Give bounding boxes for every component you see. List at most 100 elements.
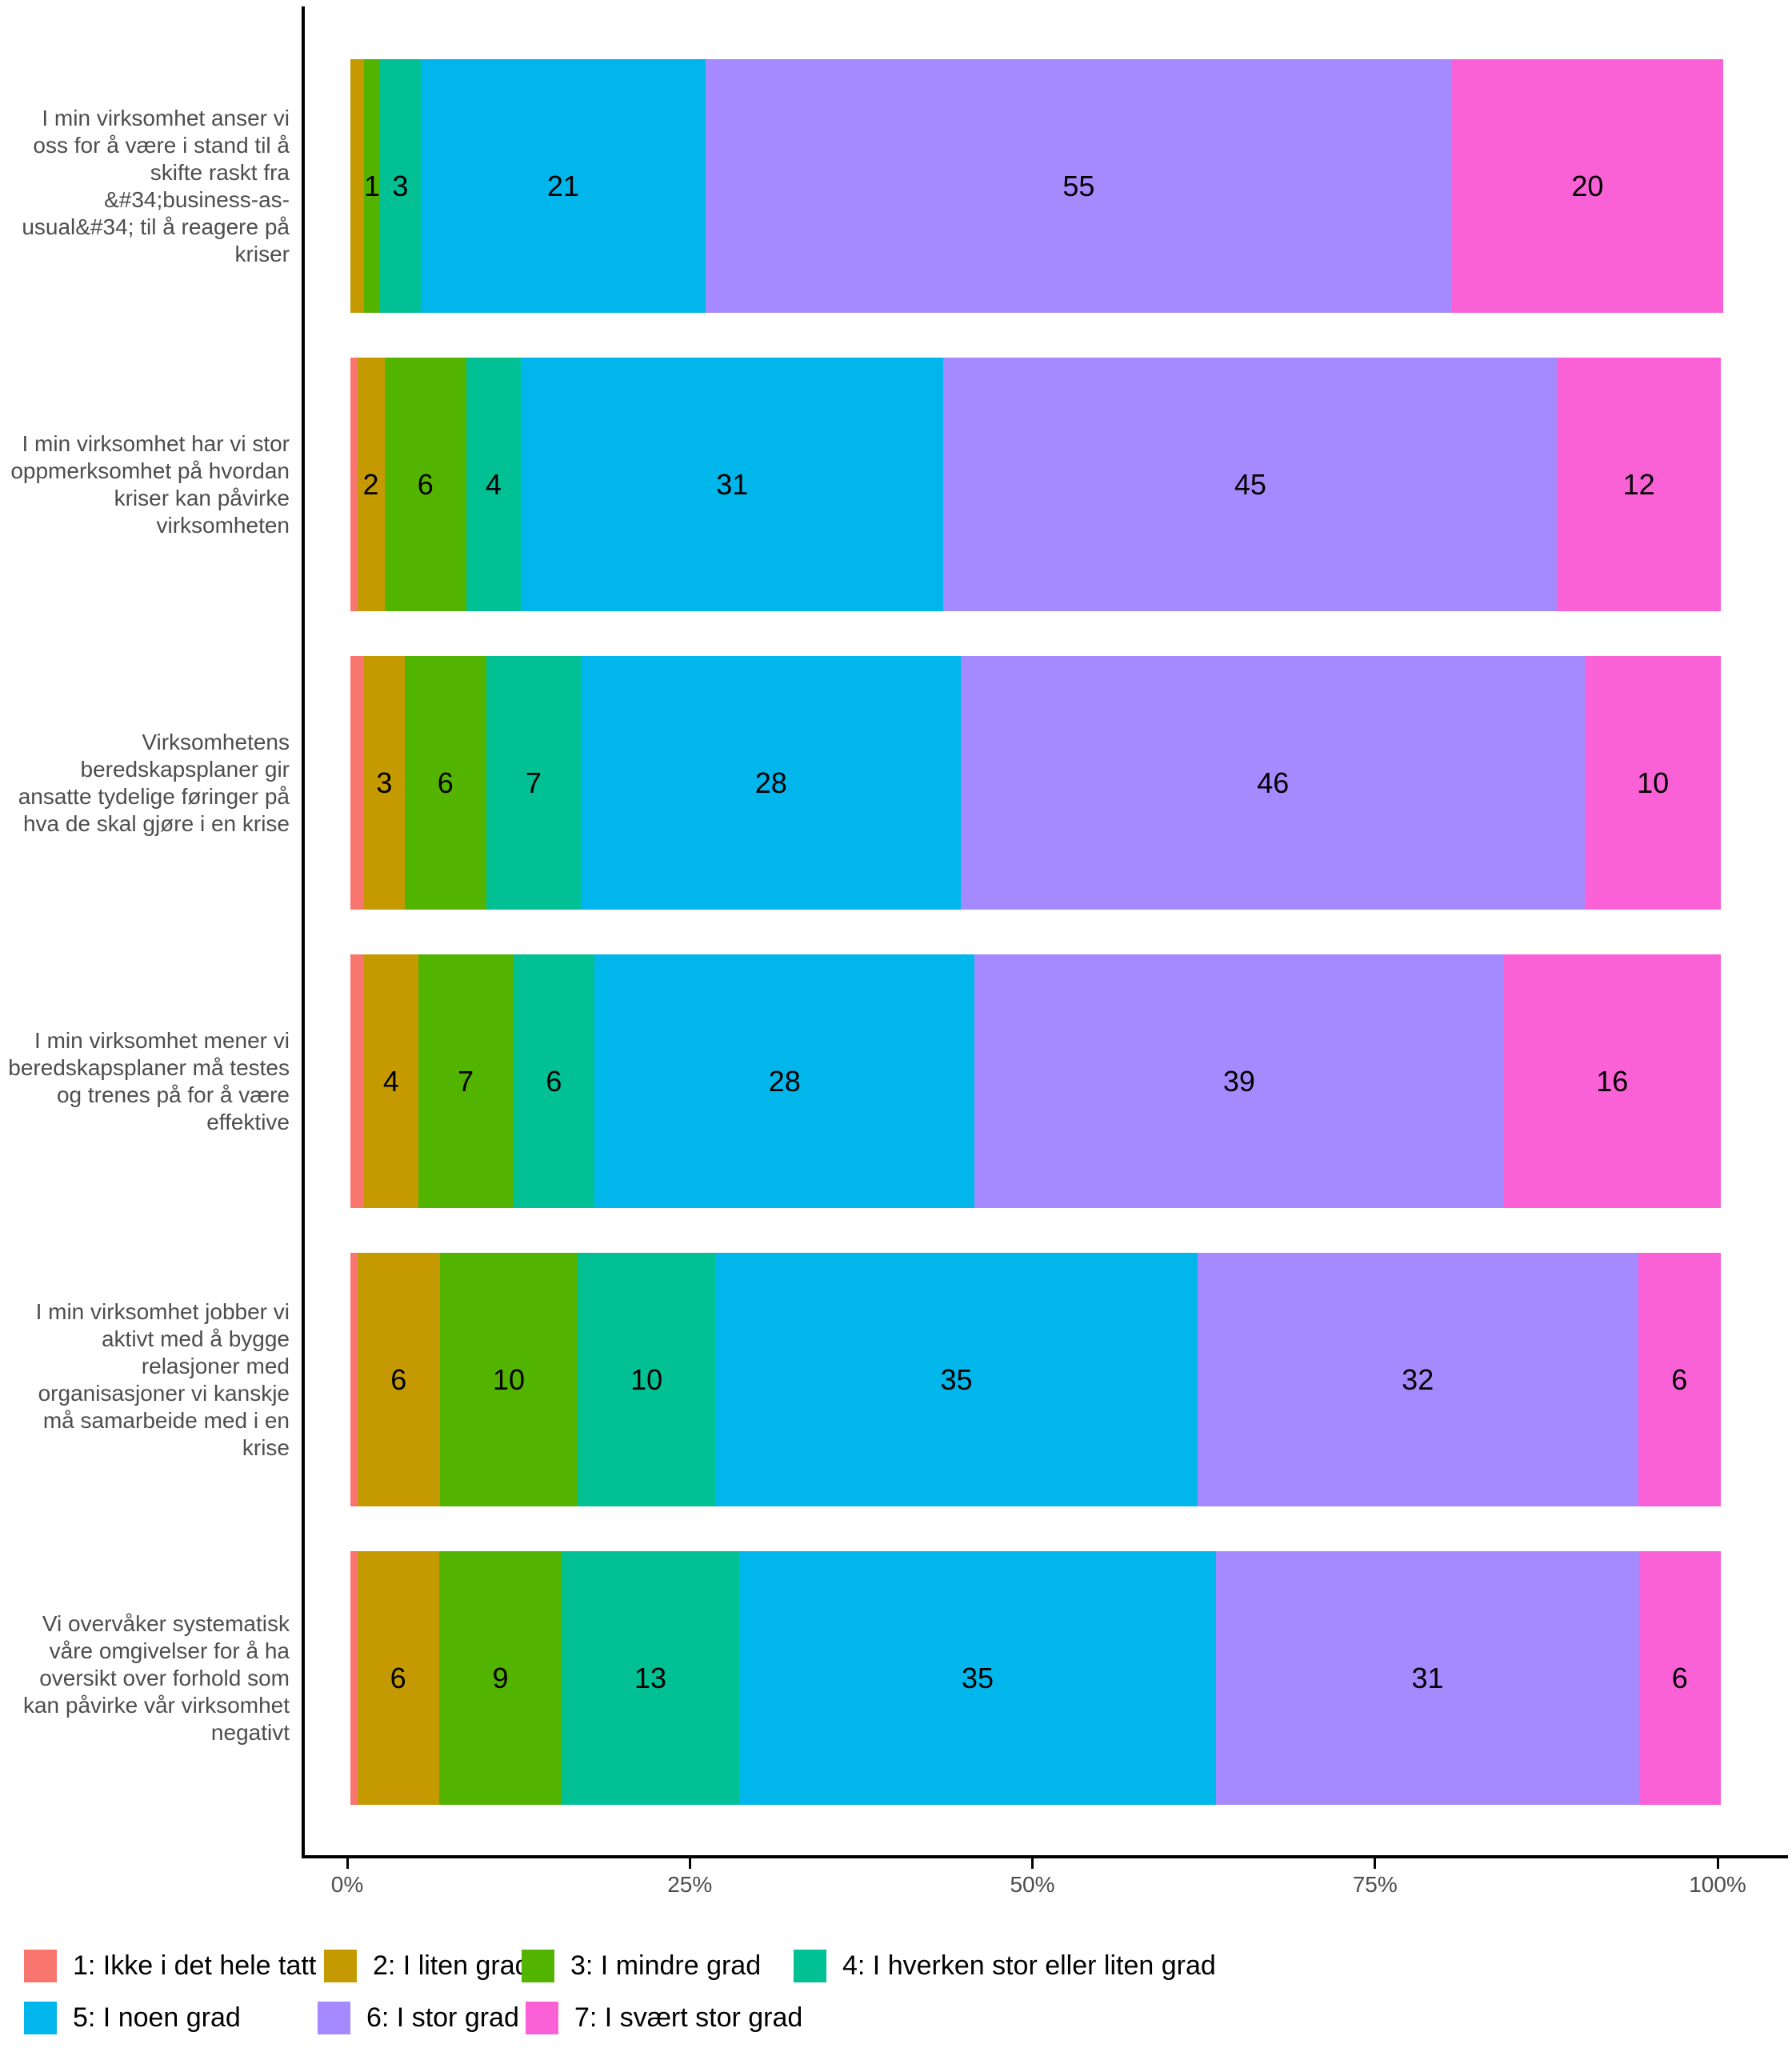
bar-segment: 28 [581, 656, 962, 910]
legend-item: 6: I stor grad [318, 2002, 519, 2034]
y-axis-category-label: Virksomhetens beredskapsplaner gir ansat… [8, 656, 290, 910]
y-axis-category-label: I min virksomhet jobber vi aktivt med å … [8, 1253, 290, 1506]
segment-value-label: 12 [1622, 467, 1655, 501]
legend-label: 1: Ikke i det hele tatt [73, 1950, 317, 1981]
legend-label: 3: I mindre grad [570, 1950, 762, 1981]
segment-value-label: 31 [1411, 1661, 1444, 1694]
bar-segment: 55 [706, 59, 1452, 313]
segment-value-label: 4 [382, 1064, 399, 1098]
plot-panel: 1 3 21 55 20 2 6 4 31 45 12 3 6 7 28 46 10 4 7 6 28 39 16 6 10 10… [302, 6, 1788, 1858]
bar-segment: 46 [961, 656, 1586, 910]
legend-item: 3: I mindre grad [522, 1950, 761, 1982]
legend-swatch [318, 2002, 350, 2034]
bar-segment: 4 [363, 954, 418, 1208]
bar-row: 3 6 7 28 46 10 [350, 656, 1721, 910]
bar-segment: 32 [1197, 1253, 1638, 1506]
y-axis-category-label-text: I min virksomhet mener vi beredskapsplan… [8, 1027, 290, 1134]
segment-value-label: 32 [1402, 1362, 1434, 1396]
bar-segment: 10 [439, 1253, 578, 1506]
segment-value-label: 7 [525, 766, 542, 799]
legend-swatch [24, 2002, 57, 2034]
bar-segment [350, 1551, 358, 1805]
x-axis-tick [1031, 1858, 1034, 1869]
y-axis-category-label: I min virksomhet mener vi beredskapsplan… [8, 954, 290, 1208]
y-axis-category-label-text: I min virksomhet anser vi oss for å være… [22, 105, 290, 266]
segment-value-label: 35 [940, 1362, 973, 1396]
segment-value-label: 28 [754, 766, 787, 799]
bar-segment: 2 [357, 358, 385, 611]
segment-value-label: 39 [1222, 1064, 1255, 1098]
bar-segment: 7 [418, 954, 514, 1208]
legend-swatch [522, 1950, 554, 1982]
bar-segment: 10 [578, 1253, 716, 1506]
x-axis-tick-label: 25% [667, 1872, 713, 1897]
y-axis-category-label-text: I min virksomhet har vi stor oppmerksomh… [10, 430, 290, 538]
bar-segment: 13 [562, 1551, 739, 1805]
legend-swatch [324, 1950, 357, 1982]
bar-segment: 6 [404, 656, 486, 910]
bar-segment: 39 [974, 954, 1504, 1208]
x-axis-tick [346, 1858, 349, 1869]
legend-label: 4: I hverken stor eller liten grad [842, 1950, 1216, 1981]
segment-value-label: 6 [390, 1661, 406, 1694]
bar-segment: 4 [466, 358, 522, 611]
segment-value-label: 6 [1671, 1661, 1688, 1694]
x-axis-tick-label: 50% [1010, 1872, 1055, 1897]
segment-value-label: 7 [458, 1064, 474, 1098]
bar-segment: 16 [1503, 954, 1721, 1208]
bar-segment: 31 [521, 358, 944, 611]
bar-segment: 28 [594, 954, 975, 1208]
legend-item: 1: Ikke i det hele tatt [24, 1950, 316, 1982]
bar-segment [350, 656, 364, 910]
y-axis-category-label-text: Virksomhetens beredskapsplaner gir ansat… [18, 729, 290, 836]
y-axis-category-label-text: I min virksomhet jobber vi aktivt med å … [35, 1298, 290, 1460]
segment-value-label: 4 [485, 467, 502, 501]
bar-segment: 6 [513, 954, 595, 1208]
bar-segment: 35 [715, 1253, 1198, 1506]
y-axis-category-label: I min virksomhet anser vi oss for å være… [8, 59, 290, 313]
bar-segment: 35 [738, 1551, 1217, 1805]
bar-segment: 45 [943, 358, 1558, 611]
bar-segment [350, 1253, 358, 1506]
legend-label: 7: I svært stor grad [574, 2002, 803, 2033]
segment-value-label: 13 [634, 1661, 666, 1694]
x-axis-tick [1374, 1858, 1377, 1869]
segment-value-label: 55 [1062, 169, 1095, 202]
legend-swatch [526, 2002, 558, 2034]
bar-row: 6 10 10 35 32 6 [350, 1253, 1721, 1506]
legend-item: 5: I noen grad [24, 2002, 241, 2034]
legend-label: 6: I stor grad [366, 2002, 519, 2033]
segment-value-label: 2 [362, 467, 379, 501]
segment-value-label: 10 [630, 1362, 663, 1396]
segment-value-label: 3 [376, 766, 393, 799]
bar-segment: 6 [1638, 1253, 1721, 1506]
y-axis-category-label: I min virksomhet har vi stor oppmerksomh… [8, 358, 290, 611]
bar-segment: 3 [363, 656, 405, 910]
segment-value-label: 6 [417, 467, 434, 501]
legend-swatch [794, 1950, 826, 1982]
bar-segment: 6 [357, 1253, 440, 1506]
segment-value-label: 45 [1234, 467, 1266, 501]
segment-value-label: 6 [390, 1362, 407, 1396]
bar-row: 4 7 6 28 39 16 [350, 954, 1721, 1208]
segment-value-label: 3 [392, 169, 409, 202]
legend-item: 7: I svært stor grad [526, 2002, 802, 2034]
segment-value-label: 6 [437, 766, 454, 799]
segment-value-label: 21 [546, 169, 579, 202]
segment-value-label: 28 [768, 1064, 801, 1098]
bar-segment: 10 [1585, 656, 1721, 910]
bar-segment: 21 [420, 59, 706, 313]
bar-segment: 7 [486, 656, 582, 910]
segment-value-label: 31 [716, 467, 749, 501]
bar-segment: 31 [1216, 1551, 1639, 1805]
bar-segment: 3 [379, 59, 421, 313]
segment-value-label: 9 [492, 1661, 509, 1694]
legend-item: 2: I liten grad [324, 1950, 530, 1982]
segment-value-label: 1 [363, 169, 380, 202]
legend-item: 4: I hverken stor eller liten grad [794, 1950, 1216, 1982]
x-axis-tick-label: 0% [330, 1872, 364, 1897]
bar-segment: 6 [1638, 1551, 1721, 1805]
bar-segment: 1 [363, 59, 380, 313]
bar-segment: 6 [357, 1551, 439, 1805]
segment-value-label: 35 [962, 1661, 994, 1694]
